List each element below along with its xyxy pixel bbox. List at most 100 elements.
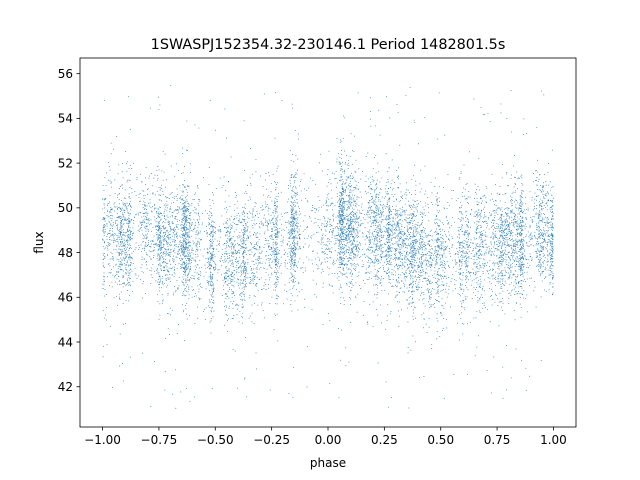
data-point [482, 233, 484, 234]
data-point [292, 237, 294, 239]
data-point [467, 226, 469, 228]
data-point [103, 235, 105, 236]
data-point [171, 191, 173, 193]
data-point [348, 234, 350, 236]
data-point [430, 269, 432, 271]
data-point [532, 220, 534, 222]
data-point [552, 216, 554, 217]
data-point [509, 251, 510, 253]
data-point [125, 222, 127, 224]
data-point [375, 237, 377, 239]
data-point [349, 201, 351, 202]
data-point [445, 277, 447, 279]
data-point [444, 275, 446, 277]
data-point [484, 253, 486, 255]
data-point [541, 230, 543, 232]
data-point [119, 249, 121, 251]
data-point [146, 264, 147, 266]
data-point [348, 229, 349, 231]
data-point [479, 257, 480, 259]
data-point [517, 216, 518, 218]
data-point [377, 254, 379, 255]
data-point [118, 280, 120, 282]
data-point [443, 265, 445, 266]
data-point [342, 228, 344, 230]
data-point [307, 201, 309, 203]
data-point [189, 213, 191, 215]
data-point [276, 264, 278, 266]
data-point [510, 211, 512, 213]
data-point [327, 257, 329, 259]
data-point [228, 308, 230, 310]
data-point [542, 235, 544, 237]
data-point [395, 237, 396, 239]
data-point [162, 225, 164, 227]
data-point [521, 228, 523, 230]
data-point [201, 238, 202, 240]
data-point [371, 209, 373, 211]
data-point [170, 228, 172, 230]
data-point [552, 277, 554, 279]
data-point [256, 242, 257, 244]
data-point [250, 183, 252, 184]
data-point [338, 198, 340, 200]
data-point [543, 196, 544, 198]
data-point [129, 256, 131, 258]
data-point [210, 275, 212, 277]
data-point [112, 266, 114, 268]
data-point [126, 262, 128, 264]
data-point [542, 255, 544, 257]
data-point [269, 264, 271, 266]
data-point [355, 229, 357, 231]
data-point [293, 204, 295, 206]
data-point [324, 225, 326, 227]
data-point [255, 159, 257, 161]
data-point [185, 196, 187, 198]
data-point [467, 196, 469, 198]
data-point [519, 266, 520, 268]
data-point [185, 243, 187, 245]
data-point [119, 268, 121, 270]
data-point [295, 193, 297, 194]
data-point [474, 256, 475, 257]
data-point [475, 216, 477, 217]
data-point [403, 210, 405, 212]
data-point [434, 177, 436, 179]
data-point [155, 243, 157, 245]
data-point [197, 306, 198, 308]
data-point [542, 208, 544, 209]
data-point [209, 223, 211, 225]
data-point [339, 245, 340, 247]
data-point [349, 241, 351, 243]
data-point [484, 114, 485, 115]
data-point [281, 99, 283, 101]
data-point [229, 255, 230, 256]
data-point [416, 289, 418, 291]
data-point [401, 209, 403, 210]
data-point [526, 241, 528, 243]
data-point [411, 246, 413, 248]
data-point [225, 261, 226, 263]
data-point [490, 295, 491, 297]
data-point [183, 311, 184, 313]
data-point [351, 228, 353, 230]
data-point [351, 218, 353, 220]
data-point [231, 273, 233, 274]
data-point [381, 207, 383, 209]
data-point [516, 202, 518, 204]
data-point [382, 205, 384, 207]
data-point [520, 280, 522, 282]
data-point [416, 241, 418, 243]
data-point [265, 238, 266, 239]
data-point [388, 211, 390, 213]
data-point [507, 244, 509, 246]
data-point [169, 230, 171, 232]
data-point [412, 290, 414, 292]
data-point [443, 246, 445, 248]
data-point [422, 240, 424, 242]
data-point [338, 252, 340, 254]
data-point [478, 212, 480, 214]
data-point [119, 207, 120, 209]
data-point [516, 264, 517, 265]
data-point [455, 253, 457, 254]
